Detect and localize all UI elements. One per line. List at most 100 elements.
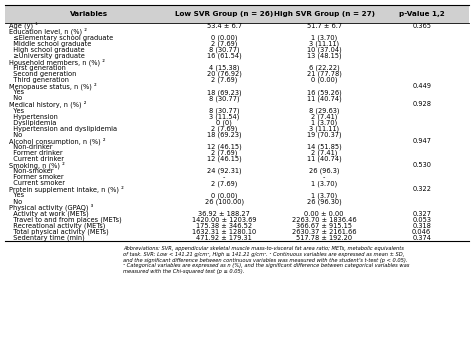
Bar: [5, 192, 469, 198]
Text: Variables: Variables: [71, 11, 109, 17]
Text: 8 (30.77): 8 (30.77): [209, 47, 239, 53]
Bar: [5, 168, 469, 174]
Bar: [5, 138, 469, 144]
Bar: [5, 77, 469, 83]
Text: ≤Elementary school graduate: ≤Elementary school graduate: [9, 35, 113, 41]
Text: High school graduate: High school graduate: [9, 47, 84, 53]
Bar: [5, 180, 469, 186]
Text: Hypertension: Hypertension: [9, 114, 57, 120]
Text: 2 (7.69): 2 (7.69): [211, 150, 237, 156]
Text: Non-smoker: Non-smoker: [9, 168, 53, 174]
Text: 20 (76.92): 20 (76.92): [207, 71, 242, 78]
Text: 0 (0.00): 0 (0.00): [211, 34, 237, 41]
Text: Abbreviations: SVR, appendicular skeletal muscle mass-to-visceral fat area ratio: Abbreviations: SVR, appendicular skeleta…: [123, 246, 410, 274]
Text: Education level, n (%) ²: Education level, n (%) ²: [9, 28, 87, 35]
Text: 13 (48.15): 13 (48.15): [307, 53, 341, 59]
Text: 12 (46.15): 12 (46.15): [207, 156, 242, 162]
Text: 0.318: 0.318: [412, 223, 431, 229]
Text: Travel to and from places (METs): Travel to and from places (METs): [9, 216, 121, 223]
Text: Recreational activity (METs): Recreational activity (METs): [9, 222, 105, 229]
Text: Medical history, n (%) ²: Medical history, n (%) ²: [9, 101, 86, 108]
Bar: [5, 59, 469, 65]
Bar: [5, 144, 469, 150]
Bar: [5, 95, 469, 101]
Text: 0 (0.00): 0 (0.00): [211, 192, 237, 199]
Text: 51.7 ± 6.7: 51.7 ± 6.7: [307, 23, 342, 29]
Text: 16 (61.54): 16 (61.54): [207, 53, 242, 59]
Text: Household members, n (%) ²: Household members, n (%) ²: [9, 58, 105, 66]
Bar: [5, 126, 469, 132]
Bar: [5, 205, 469, 211]
Text: p-Value 1,2: p-Value 1,2: [399, 11, 445, 17]
Bar: [5, 120, 469, 126]
Text: Low SVR Group (n = 26): Low SVR Group (n = 26): [175, 11, 273, 17]
Bar: [5, 198, 469, 205]
Text: 53.4 ± 6.7: 53.4 ± 6.7: [207, 23, 242, 29]
Text: 0.365: 0.365: [412, 23, 431, 29]
Bar: [5, 114, 469, 120]
Text: Third generation: Third generation: [9, 77, 69, 83]
Text: Protein supplement intake, n (%) ²: Protein supplement intake, n (%) ²: [9, 186, 123, 193]
Text: 2 (7.69): 2 (7.69): [211, 77, 237, 84]
Text: -: -: [223, 174, 226, 180]
Text: 11 (40.74): 11 (40.74): [307, 156, 341, 162]
Text: 2263.70 ± 1836.46: 2263.70 ± 1836.46: [292, 217, 356, 223]
Text: 24 (92.31): 24 (92.31): [207, 168, 242, 175]
Text: Current drinker: Current drinker: [9, 156, 64, 162]
Text: 3 (11.11): 3 (11.11): [309, 125, 339, 132]
Bar: [5, 101, 469, 108]
Text: 2 (7.69): 2 (7.69): [211, 40, 237, 47]
Text: 471.92 ± 179.31: 471.92 ± 179.31: [196, 235, 252, 241]
Text: 3 (11.54): 3 (11.54): [209, 113, 239, 120]
Text: 175.38 ± 346.52: 175.38 ± 346.52: [196, 223, 252, 229]
Text: 18 (69.23): 18 (69.23): [207, 131, 242, 138]
Text: Yes: Yes: [9, 192, 24, 198]
Text: 1632.31 ± 1280.10: 1632.31 ± 1280.10: [192, 229, 256, 235]
Text: 2 (7.69): 2 (7.69): [211, 125, 237, 132]
Text: 26 (96.3): 26 (96.3): [309, 168, 339, 175]
Text: 1 (3.70): 1 (3.70): [311, 34, 337, 41]
Bar: [5, 53, 469, 59]
Text: Current smoker: Current smoker: [9, 180, 64, 186]
Text: 1 (3.70): 1 (3.70): [311, 180, 337, 187]
Text: Former smoker: Former smoker: [9, 174, 63, 180]
Text: 8 (30.77): 8 (30.77): [209, 107, 239, 114]
Text: 0.374: 0.374: [412, 235, 431, 241]
Bar: [5, 5, 469, 23]
Bar: [5, 29, 469, 35]
Text: 0 (0.00): 0 (0.00): [311, 77, 337, 84]
Bar: [5, 217, 469, 223]
Text: Age (y) ¹: Age (y) ¹: [9, 22, 37, 29]
Text: 21 (77.78): 21 (77.78): [307, 71, 342, 78]
Bar: [5, 65, 469, 71]
Text: No: No: [9, 95, 22, 101]
Bar: [5, 229, 469, 235]
Text: 26 (96.30): 26 (96.30): [307, 198, 341, 205]
Text: 0.449: 0.449: [412, 83, 431, 89]
Bar: [5, 89, 469, 95]
Text: First generation: First generation: [9, 65, 65, 71]
Text: 0.947: 0.947: [412, 138, 431, 144]
Text: Yes: Yes: [9, 89, 24, 95]
Bar: [5, 235, 469, 241]
Text: 14 (51.85): 14 (51.85): [307, 144, 341, 150]
Text: Total physical activity (METs): Total physical activity (METs): [9, 228, 108, 235]
Text: 2 (7.41): 2 (7.41): [311, 150, 337, 156]
Bar: [5, 108, 469, 114]
Text: 0.046: 0.046: [412, 229, 431, 235]
Text: 26 (100.00): 26 (100.00): [205, 198, 244, 205]
Text: 10 (37.04): 10 (37.04): [307, 47, 341, 53]
Text: 0.530: 0.530: [412, 162, 431, 168]
Bar: [5, 47, 469, 53]
Text: Second generation: Second generation: [9, 71, 76, 77]
Text: 2630.37 ± 2161.66: 2630.37 ± 2161.66: [292, 229, 356, 235]
Text: 16 (59.26): 16 (59.26): [307, 89, 341, 96]
Bar: [5, 71, 469, 77]
Text: Activity at work (METs): Activity at work (METs): [9, 210, 88, 217]
Text: 19 (70.37): 19 (70.37): [307, 131, 341, 138]
Text: 1420.00 ± 1203.69: 1420.00 ± 1203.69: [192, 217, 256, 223]
Text: Former drinker: Former drinker: [9, 150, 62, 156]
Text: High SVR Group (n = 27): High SVR Group (n = 27): [273, 11, 374, 17]
Bar: [5, 174, 469, 180]
Text: 517.78 ± 192.20: 517.78 ± 192.20: [296, 235, 352, 241]
